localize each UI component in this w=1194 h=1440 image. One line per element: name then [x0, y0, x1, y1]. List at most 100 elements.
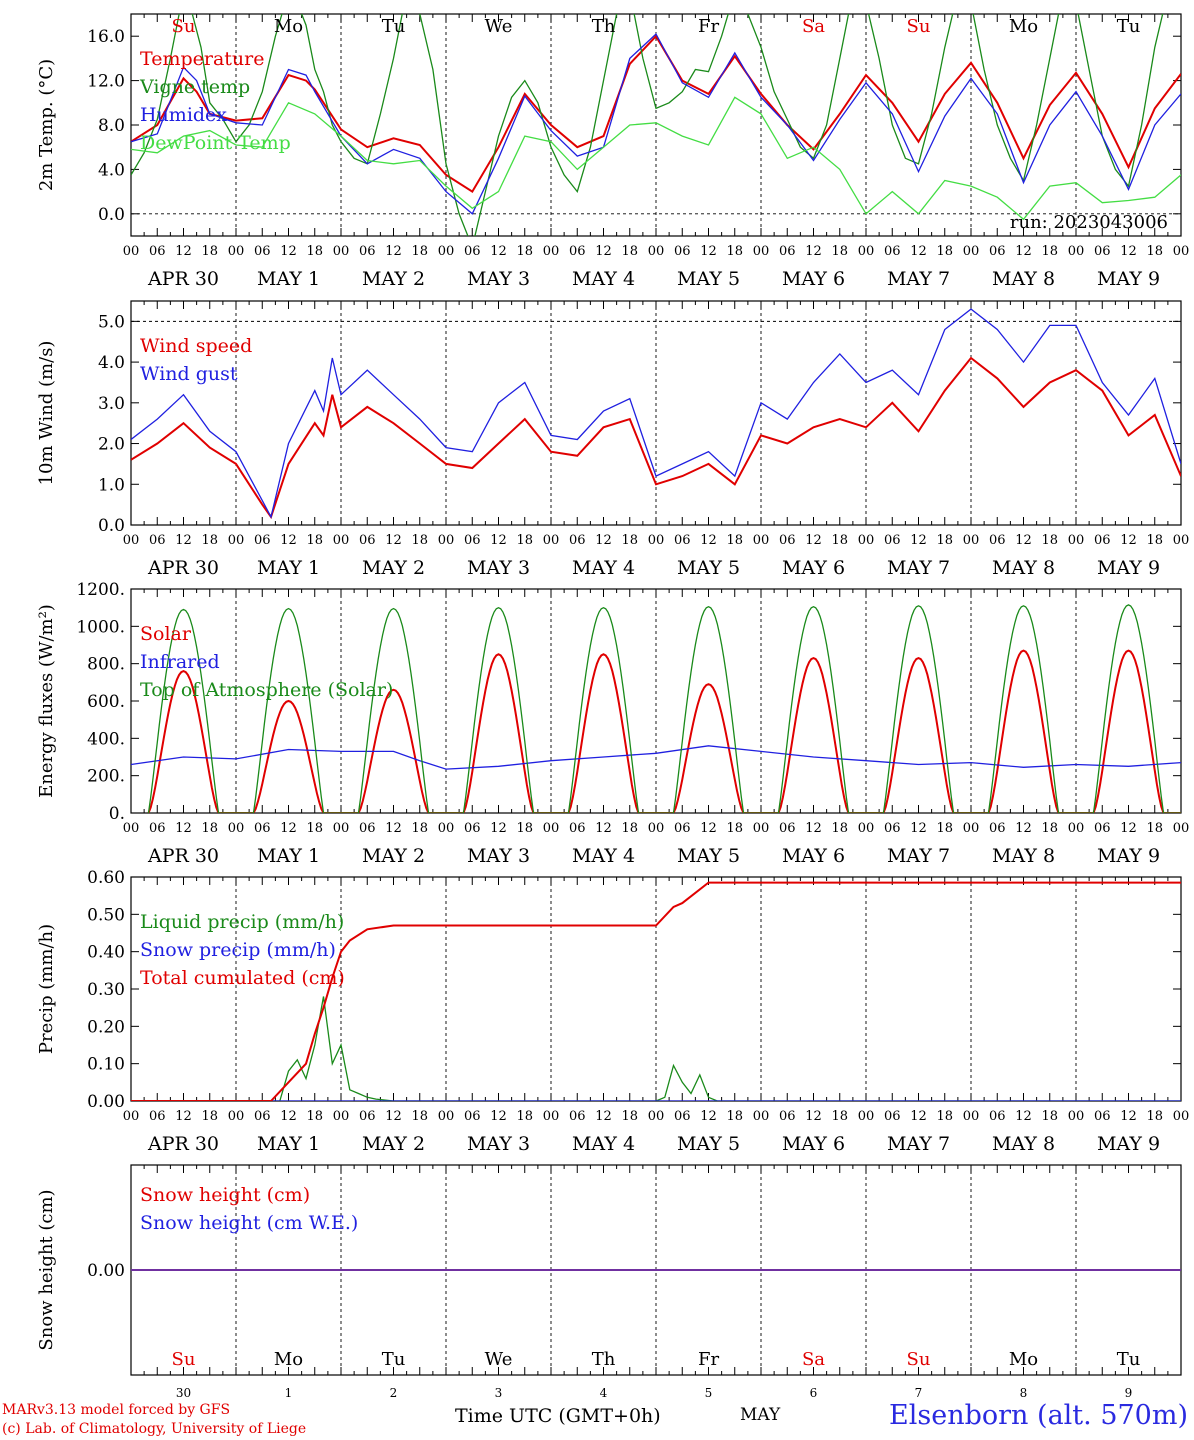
hour-tick-label: 18 [831, 1109, 848, 1124]
hour-tick-label: 06 [254, 1109, 271, 1124]
date-tick-label: APR 30 [147, 845, 219, 867]
date-tick-label: MAY 4 [572, 1133, 635, 1155]
hour-tick-label: 18 [726, 821, 743, 836]
y-tick-label: 0.0 [98, 205, 125, 225]
hour-tick-label: 12 [490, 1109, 507, 1124]
series-line-infrared [131, 745, 1181, 770]
legend-entry: Liquid precip (mm/h) [140, 911, 344, 933]
hour-tick-label: 00 [333, 244, 350, 259]
hour-tick-label: 12 [490, 533, 507, 548]
day-number-label: 2 [390, 1386, 398, 1400]
legend-entry: Wind gust [140, 363, 238, 385]
hour-tick-label: 06 [359, 533, 376, 548]
hour-tick-label: 12 [1120, 821, 1137, 836]
lab-credit: (c) Lab. of Climatology, University of L… [2, 1421, 307, 1437]
day-number-label: 8 [1020, 1386, 1028, 1400]
hour-tick-label: 12 [910, 821, 927, 836]
hour-tick-label: 06 [1094, 533, 1111, 548]
hour-tick-label: 18 [306, 821, 323, 836]
hour-tick-label: 00 [333, 533, 350, 548]
y-tick-label: 12.0 [87, 72, 125, 92]
y-tick-label: 4.0 [98, 160, 125, 180]
hour-tick-label: 00 [963, 1109, 980, 1124]
hour-tick-label: 00 [123, 821, 140, 836]
day-name-label: Mo [1009, 16, 1038, 37]
hour-tick-label: 06 [884, 244, 901, 259]
hour-tick-label: 12 [910, 533, 927, 548]
hour-tick-label: 06 [989, 244, 1006, 259]
series-line-top-of-atmosphere-solar- [147, 604, 1181, 813]
hour-tick-label: 12 [175, 533, 192, 548]
hour-tick-label: 18 [726, 1109, 743, 1124]
date-tick-label: MAY 5 [677, 268, 740, 290]
hour-tick-label: 12 [595, 821, 612, 836]
hour-tick-label: 00 [1173, 244, 1190, 259]
hour-tick-label: 18 [306, 244, 323, 259]
day-name-label: Tu [382, 1349, 406, 1370]
hour-tick-label: 00 [333, 821, 350, 836]
hour-tick-label: 00 [1173, 1109, 1190, 1124]
panel-snow: 0.00 Snow height (cm) Snow height (cm) Snow… [36, 1164, 1182, 1400]
series-group [131, 604, 1181, 813]
series-line-dewpoint-temp [131, 96, 1181, 221]
hour-tick-label: 06 [884, 821, 901, 836]
hour-tick-label: 06 [779, 821, 796, 836]
hour-tick-label: 06 [1094, 244, 1111, 259]
hour-tick-label: 00 [543, 1109, 560, 1124]
series-line-temperature [131, 34, 1181, 193]
date-tick-label: MAY 5 [677, 557, 740, 579]
date-tick-label: MAY 2 [362, 1133, 425, 1155]
legend-entry: Snow height (cm) [140, 1184, 310, 1206]
hour-tick-label: 00 [648, 1109, 665, 1124]
hour-tick-label: 12 [595, 533, 612, 548]
date-tick-label: APR 30 [147, 268, 219, 290]
date-tick-label: MAY 1 [257, 268, 320, 290]
hour-tick-label: 00 [1068, 533, 1085, 548]
hour-tick-label: 18 [936, 1109, 953, 1124]
hour-tick-label: 06 [569, 244, 586, 259]
date-tick-label: APR 30 [147, 1133, 219, 1155]
hour-tick-label: 12 [910, 244, 927, 259]
day-number-label: 1 [285, 1386, 293, 1400]
date-tick-label: MAY 1 [257, 1133, 320, 1155]
legend-entry: Snow height (cm W.E.) [140, 1212, 358, 1234]
y-tick-label: 8.0 [98, 116, 125, 136]
hour-tick-label: 18 [621, 244, 638, 259]
hour-tick-label: 18 [201, 821, 218, 836]
day-name-label: Su [907, 1349, 931, 1370]
hour-tick-label: 18 [411, 821, 428, 836]
day-name-label: Th [592, 16, 616, 37]
hour-tick-label: 06 [569, 821, 586, 836]
hour-tick-label: 06 [149, 533, 166, 548]
hour-tick-label: 12 [1015, 533, 1032, 548]
hour-tick-label: 18 [516, 533, 533, 548]
hour-tick-label: 06 [254, 821, 271, 836]
day-number-label: 30 [176, 1386, 191, 1400]
date-tick-label: MAY 3 [467, 268, 530, 290]
date-tick-label: MAY 6 [782, 1133, 845, 1155]
hour-tick-label: 12 [1120, 244, 1137, 259]
hour-tick-label: 00 [1068, 821, 1085, 836]
hour-tick-label: 06 [149, 1109, 166, 1124]
hour-tick-label: 00 [858, 1109, 875, 1124]
hour-tick-label: 12 [490, 244, 507, 259]
hour-tick-label: 06 [464, 533, 481, 548]
date-tick-label: MAY 8 [992, 1133, 1055, 1155]
hour-tick-label: 06 [149, 244, 166, 259]
y-tick-label: 200. [87, 767, 125, 787]
hour-tick-label: 00 [438, 244, 455, 259]
hour-tick-label: 18 [306, 533, 323, 548]
hour-tick-label: 06 [254, 533, 271, 548]
day-name-label: Th [592, 1349, 616, 1370]
hour-tick-label: 12 [805, 244, 822, 259]
hour-tick-label: 00 [438, 1109, 455, 1124]
hour-tick-label: 06 [359, 1109, 376, 1124]
hour-tick-label: 18 [1041, 533, 1058, 548]
hour-tick-label: 00 [648, 821, 665, 836]
y-tick-label: 0.40 [87, 943, 125, 963]
hour-tick-label: 18 [936, 533, 953, 548]
hour-tick-label: 18 [411, 244, 428, 259]
hour-tick-label: 06 [359, 244, 376, 259]
hour-tick-label: 00 [858, 821, 875, 836]
